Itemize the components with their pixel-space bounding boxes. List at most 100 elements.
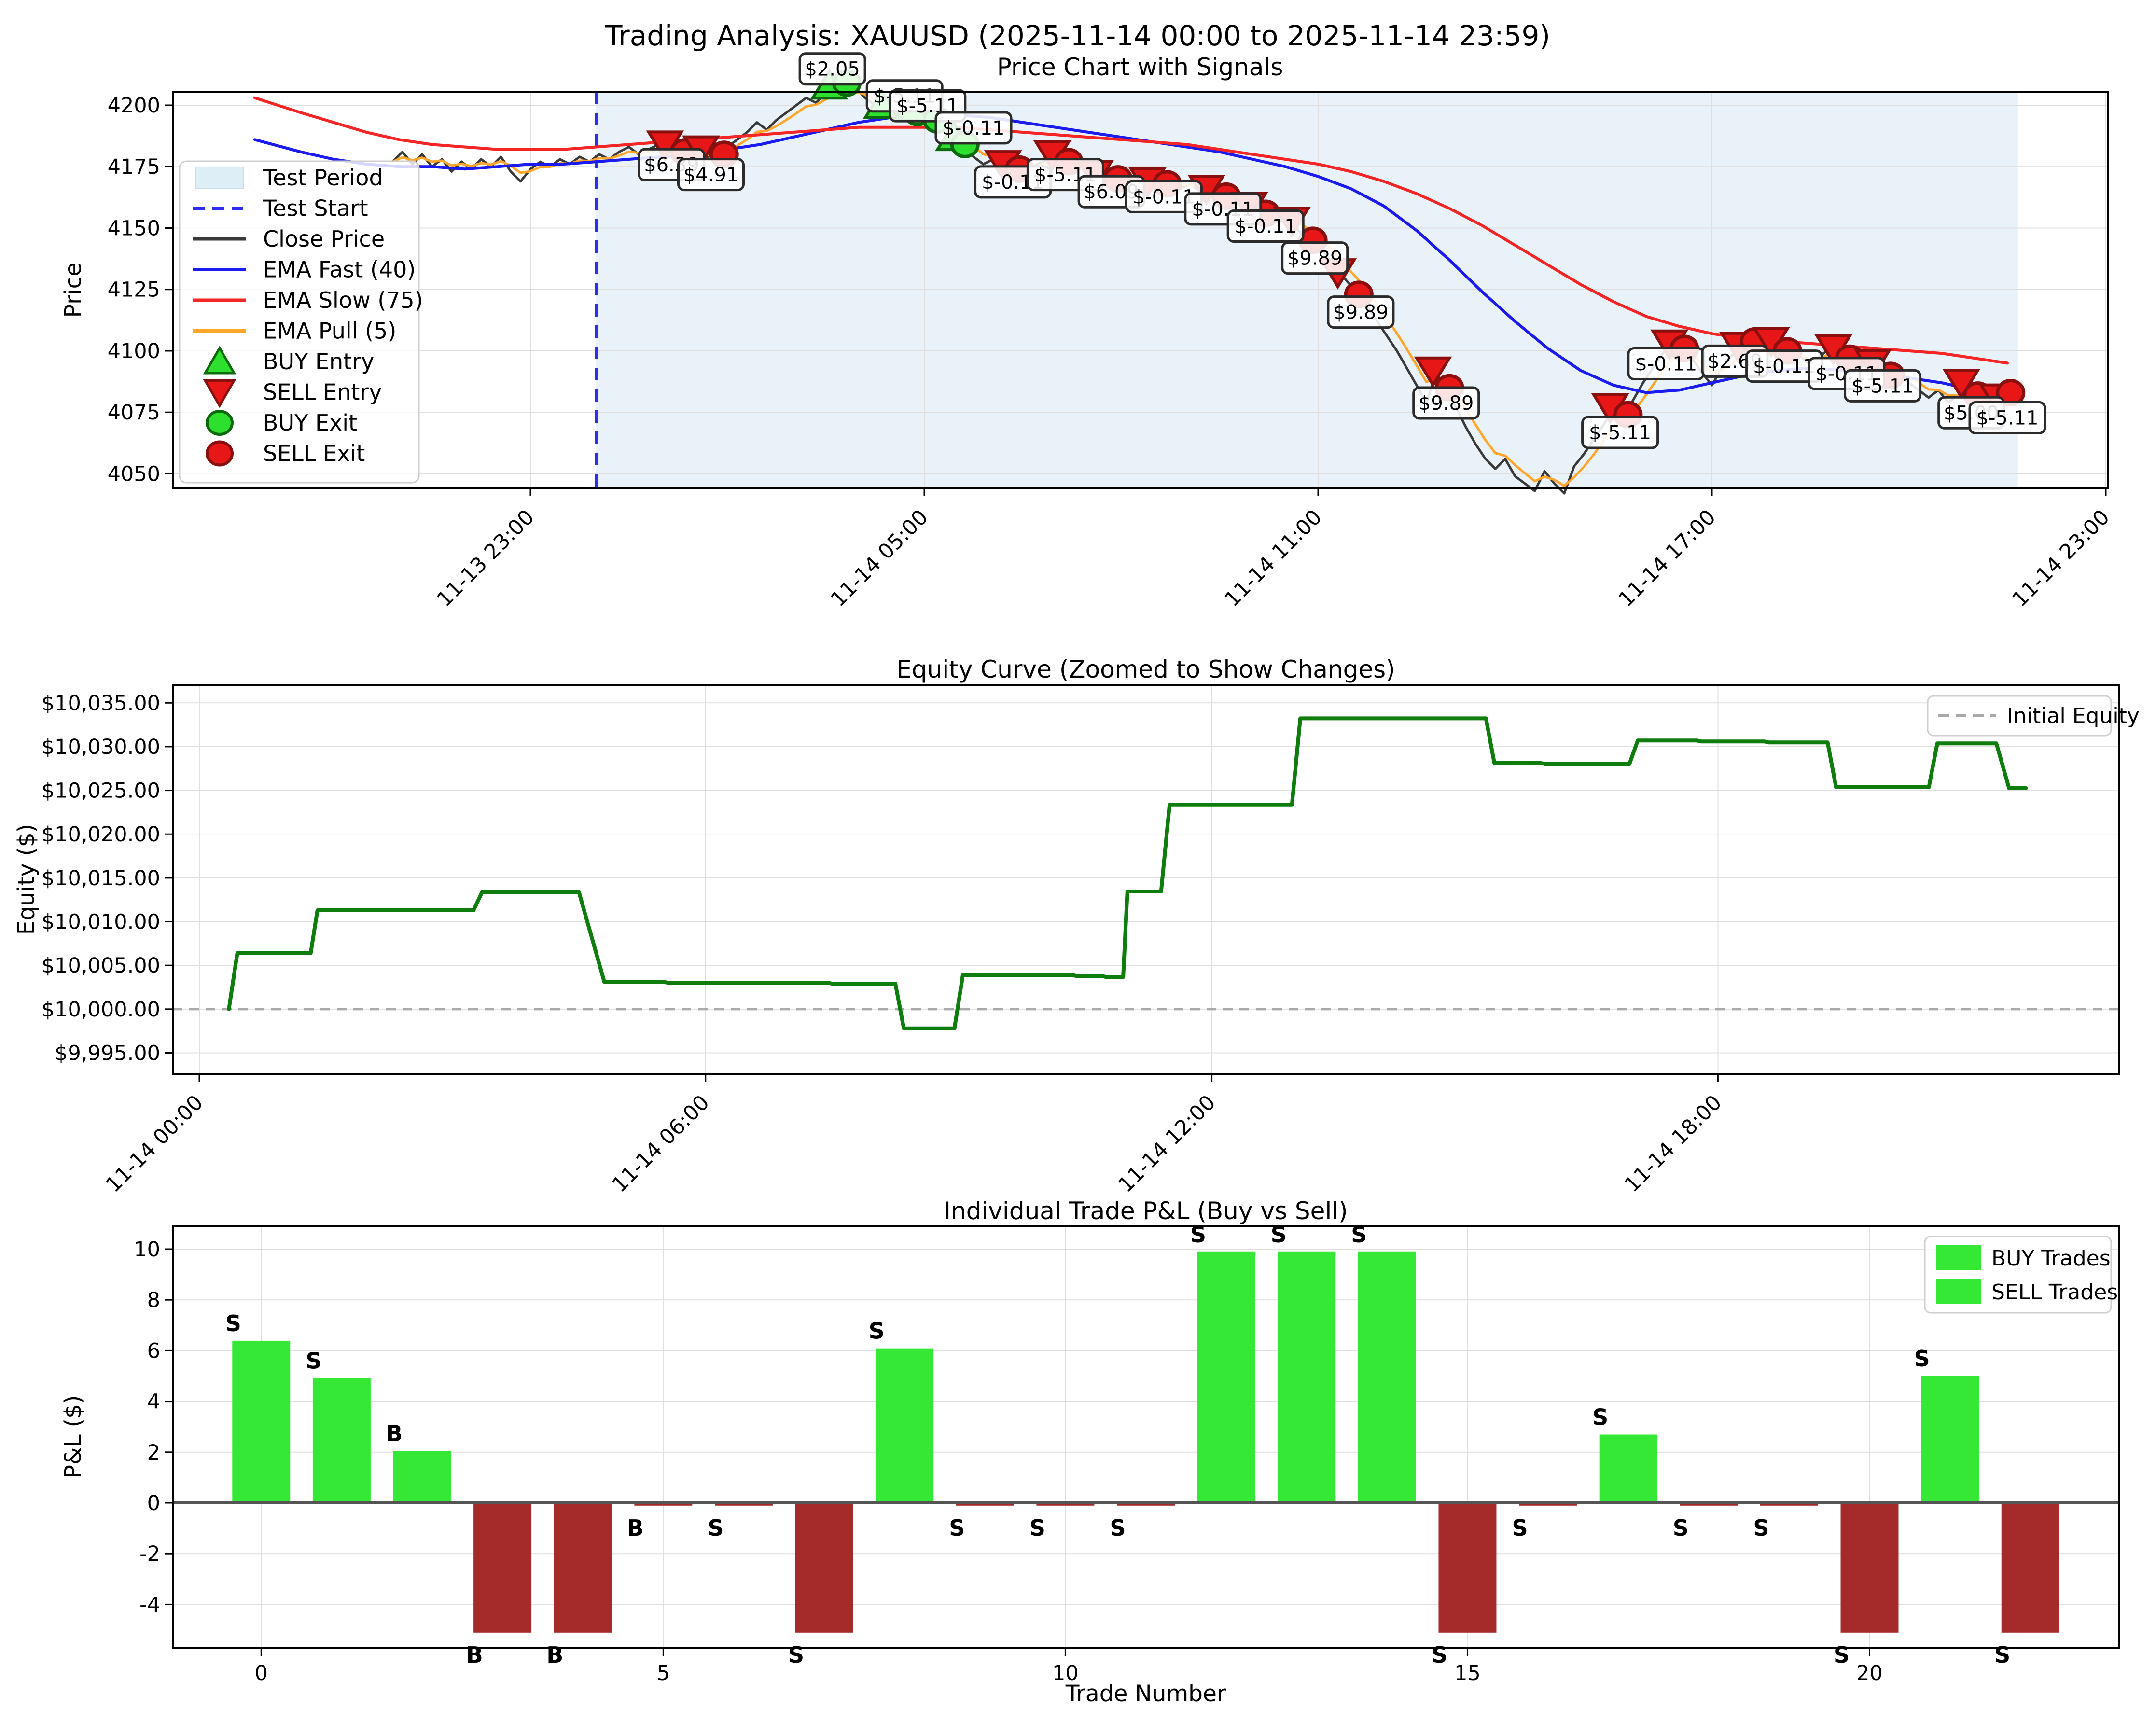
pnl-bar-side-label: S bbox=[306, 1348, 321, 1374]
trade-pnl-label: $2.05 bbox=[805, 58, 860, 81]
legend-sell-entry-icon bbox=[203, 379, 236, 408]
pnl-y-tick-label: 6 bbox=[147, 1339, 160, 1363]
pnl-bar-side-label: S bbox=[949, 1515, 965, 1541]
trade-pnl-label-box bbox=[1281, 241, 1349, 275]
pnl-bar-side-label: B bbox=[466, 1642, 483, 1668]
trade-pnl-label: $4.91 bbox=[683, 164, 739, 186]
pnl-x-tick-label: 20 bbox=[1856, 1661, 1883, 1685]
price-x-tick-label: 11-14 17:00 bbox=[1614, 505, 1721, 612]
price-y-tick-label: 4175 bbox=[108, 155, 160, 179]
pnl-bar bbox=[312, 1378, 371, 1503]
pnl-bar-side-label: S bbox=[1994, 1642, 2010, 1668]
pnl-legend-label: BUY Trades bbox=[1991, 1246, 2111, 1271]
pnl-bar bbox=[1438, 1503, 1497, 1633]
pnl-bar-side-label: S bbox=[1834, 1642, 1850, 1668]
pnl-bar-side-label: S bbox=[1753, 1515, 1769, 1541]
pnl-legend-swatch bbox=[1936, 1245, 1981, 1270]
pnl-y-tick-label: 8 bbox=[147, 1288, 160, 1312]
price-y-tick-label: 4150 bbox=[108, 216, 160, 240]
price-y-tick-label: 4050 bbox=[108, 462, 160, 486]
pnl-y-tick-label: 10 bbox=[134, 1237, 160, 1262]
sell-entry-marker bbox=[1414, 356, 1452, 388]
equity-y-tick-label: $10,005.00 bbox=[42, 954, 160, 978]
pnl-bar-side-label: S bbox=[1029, 1515, 1045, 1541]
price-legend-label: EMA Pull (5) bbox=[263, 318, 396, 344]
pnl-bar bbox=[473, 1503, 532, 1633]
trade-pnl-label-box bbox=[677, 158, 745, 192]
test-period-shading bbox=[596, 92, 2018, 488]
price-y-tick-label: 4125 bbox=[108, 278, 160, 302]
equity-y-tick-label: $10,035.00 bbox=[42, 691, 160, 715]
price-x-tick-label: 11-14 23:00 bbox=[2008, 505, 2114, 612]
pnl-legend-swatch bbox=[1936, 1279, 1981, 1304]
equity-legend-box bbox=[1927, 695, 2112, 737]
equity-y-tick-label: $10,025.00 bbox=[42, 779, 160, 803]
equity-curve-line bbox=[227, 716, 2028, 1030]
trade-pnl-label: $-5.11 bbox=[1851, 375, 1914, 397]
trade-pnl-label-box bbox=[1412, 386, 1480, 420]
trade-pnl-label-box bbox=[1226, 209, 1305, 243]
pnl-bar-side-label: S bbox=[1673, 1515, 1689, 1541]
equity-x-tick-label: 11-14 06:00 bbox=[608, 1090, 714, 1197]
pnl-bar-side-label: S bbox=[1110, 1515, 1126, 1541]
trade-pnl-label-box bbox=[798, 52, 866, 86]
pnl-y-tick-label: -4 bbox=[139, 1593, 160, 1617]
pnl-x-tick-label: 0 bbox=[255, 1661, 268, 1685]
trade-pnl-label-box bbox=[1327, 295, 1395, 329]
price-legend-label: EMA Slow (75) bbox=[263, 287, 423, 313]
trade-pnl-label: $9.89 bbox=[1333, 302, 1389, 324]
equity-x-tick-label: 11-14 00:00 bbox=[101, 1090, 208, 1197]
pnl-bar bbox=[554, 1503, 612, 1633]
pnl-bar bbox=[393, 1451, 451, 1503]
price-y-tick-label: 4100 bbox=[108, 339, 160, 363]
legend-sell-exit-icon bbox=[206, 440, 234, 467]
price-legend-label: SELL Exit bbox=[263, 441, 365, 467]
price-y-tick-label: 4075 bbox=[108, 401, 160, 425]
equity-y-tick-label: $9,995.00 bbox=[55, 1041, 160, 1065]
pnl-legend-label: SELL Trades bbox=[1991, 1280, 2118, 1305]
equity-y-tick-label: $10,010.00 bbox=[42, 910, 160, 934]
price-legend-label: BUY Entry bbox=[263, 348, 374, 375]
equity-y-tick-label: $10,030.00 bbox=[42, 735, 160, 759]
trade-pnl-label: $-0.11 bbox=[1753, 356, 1815, 378]
equity-chart-title: Equity Curve (Zoomed to Show Changes) bbox=[896, 655, 1395, 683]
pnl-bar bbox=[232, 1340, 291, 1503]
trade-pnl-label: $-5.11 bbox=[1976, 407, 2039, 429]
pnl-bar-side-label: S bbox=[1592, 1404, 1608, 1431]
pnl-bar bbox=[2001, 1503, 2059, 1633]
trade-pnl-label: $9.89 bbox=[1419, 392, 1474, 415]
equity-x-tick-label: 11-14 18:00 bbox=[1620, 1090, 1726, 1197]
pnl-bar-side-label: S bbox=[225, 1310, 241, 1336]
pnl-spines bbox=[172, 1225, 2120, 1649]
price-legend-label: Test Period bbox=[263, 165, 383, 191]
equity-legend-label: Initial Equity bbox=[2007, 704, 2140, 728]
pnl-bar bbox=[1840, 1503, 1899, 1633]
price-legend-label: BUY Exit bbox=[263, 410, 357, 436]
equity-x-tick-label: 11-14 12:00 bbox=[1113, 1090, 1220, 1197]
equity-y-tick-label: $10,000.00 bbox=[42, 998, 160, 1022]
pnl-bar bbox=[795, 1503, 853, 1633]
trade-pnl-label-box bbox=[1581, 416, 1659, 449]
equity-y-tick-label: $10,020.00 bbox=[42, 822, 160, 847]
trade-pnl-label: $9.89 bbox=[1287, 248, 1343, 270]
trade-pnl-label-box bbox=[1968, 401, 2046, 434]
price-x-tick-label: 11-14 11:00 bbox=[1220, 505, 1327, 612]
trade-pnl-label-box bbox=[934, 111, 1013, 145]
trade-pnl-label: $-0.11 bbox=[1235, 215, 1297, 237]
pnl-y-tick-label: 4 bbox=[147, 1390, 160, 1414]
pnl-y-tick-label: 2 bbox=[147, 1441, 160, 1465]
price-chart-title: Price Chart with Signals bbox=[997, 53, 1283, 81]
pnl-bar-side-label: S bbox=[1914, 1346, 1930, 1372]
price-legend-label: Close Price bbox=[263, 226, 385, 252]
price-legend-label: EMA Fast (40) bbox=[263, 257, 416, 283]
price-x-tick-label: 11-13 23:00 bbox=[432, 505, 539, 612]
figure-title: Trading Analysis: XAUUSD (2025-11-14 00:… bbox=[605, 19, 1551, 52]
legend-test-period-swatch bbox=[195, 167, 244, 189]
pnl-bar-side-label: B bbox=[627, 1515, 644, 1541]
pnl-bar-side-label: S bbox=[1432, 1642, 1447, 1668]
price-legend-box bbox=[179, 160, 420, 484]
pnl-bar bbox=[1358, 1251, 1416, 1503]
trade-pnl-label: $-5.11 bbox=[1589, 422, 1651, 444]
price-legend-label: Test Start bbox=[263, 195, 368, 222]
legend-buy-entry-icon bbox=[203, 345, 236, 375]
